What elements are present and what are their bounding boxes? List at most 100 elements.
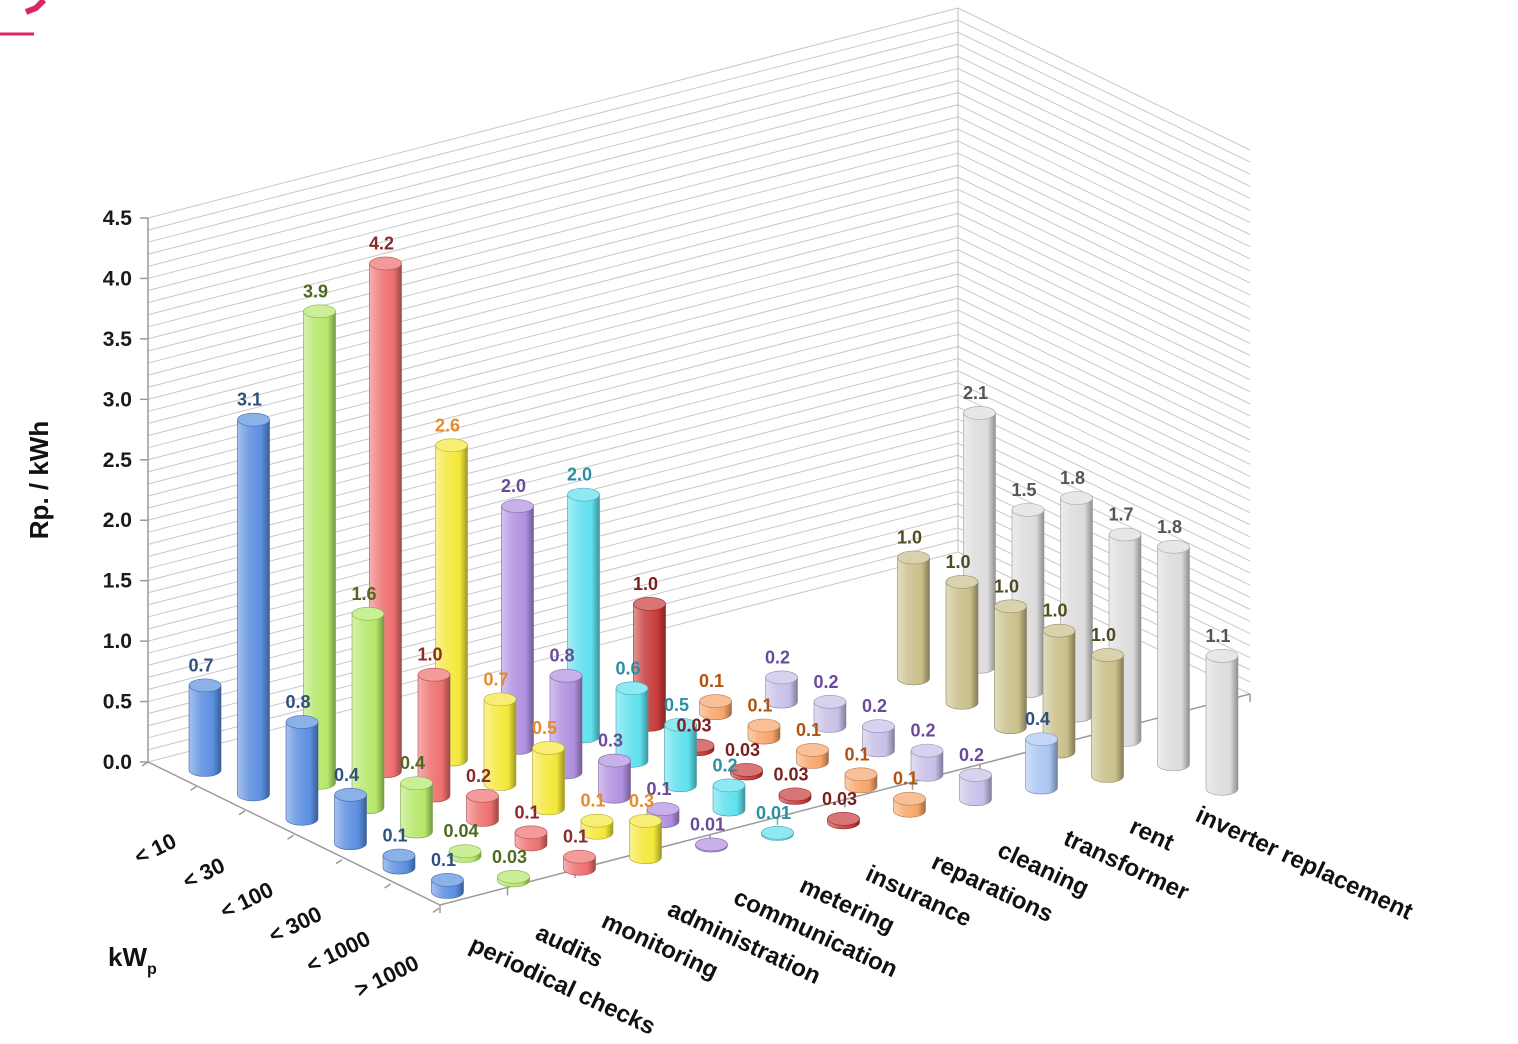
gridline [147, 418, 959, 630]
bar-reparations-3 [796, 743, 829, 769]
z-axis-title-main: kW [108, 942, 147, 972]
bar-top [567, 487, 600, 502]
gridline [957, 104, 1251, 248]
category-label: inverter replacement [1191, 801, 1416, 925]
bar-top [1091, 648, 1124, 662]
bar-top [778, 787, 812, 802]
bar-top [796, 743, 829, 757]
floor-tick [190, 785, 197, 792]
bar-audits-5 [497, 869, 530, 888]
bar-body [712, 785, 746, 817]
data-label: 0.8 [549, 646, 574, 666]
size-class-label: < 1000 [302, 926, 374, 978]
bar-body [629, 820, 662, 864]
gridline [957, 309, 1251, 453]
bar-periodical-checks-4 [382, 848, 416, 875]
gridline [147, 67, 959, 279]
y-tick-label: 0.5 [103, 691, 133, 714]
bar-body [237, 419, 270, 802]
bar-cleaning-2 [813, 695, 847, 733]
data-label: 1.0 [1042, 601, 1067, 621]
gridline [147, 454, 959, 666]
bar-top [994, 599, 1027, 614]
y-tick-label: 3.5 [103, 328, 133, 351]
bar-top [1108, 527, 1142, 542]
data-label: 0.8 [285, 692, 310, 712]
bar-top [532, 741, 565, 755]
bar-inverter-replacement-5 [1157, 539, 1190, 772]
data-label: 0.1 [844, 744, 869, 764]
bar-top [400, 776, 433, 791]
data-label: 0.4 [1025, 709, 1050, 729]
data-label: 1.6 [351, 584, 376, 604]
bar-top [563, 849, 596, 864]
data-label: 0.2 [466, 766, 491, 786]
gridline [957, 188, 1251, 332]
bar-reparations-5 [893, 791, 926, 818]
bar-top [963, 406, 996, 420]
data-label: 0.1 [646, 779, 671, 799]
gridline [957, 55, 1251, 199]
data-label: 0.7 [188, 655, 213, 675]
bar-top [862, 719, 895, 734]
bar-audits-4 [448, 844, 482, 863]
data-label: 3.1 [237, 390, 262, 410]
gridline [957, 321, 1251, 465]
gridline [147, 285, 959, 497]
gridline [957, 140, 1251, 284]
gridline [147, 466, 959, 678]
y-tick-label: 2.0 [103, 509, 132, 532]
gridline [147, 55, 959, 267]
gridline [147, 116, 959, 328]
gridline [957, 31, 1251, 175]
gridline [147, 176, 959, 388]
bar-rent-1 [897, 550, 930, 686]
bar-reparations-2 [747, 718, 781, 745]
bar-cleaning-4 [910, 743, 944, 782]
gridline [957, 491, 1251, 635]
data-label: 0.5 [664, 695, 689, 715]
gridline [147, 273, 959, 485]
gridline [957, 92, 1251, 236]
gridline [147, 430, 959, 642]
bar-monitoring-3 [466, 789, 499, 827]
bar-top [897, 550, 930, 565]
bar-top [483, 692, 517, 707]
data-label: 0.4 [334, 765, 359, 785]
floor-tick [384, 883, 391, 889]
bar-periodical-checks-0 [188, 678, 222, 777]
data-label: 0.2 [712, 755, 737, 775]
bar-top [1042, 623, 1076, 638]
bar-top [1157, 539, 1190, 554]
gridline [147, 346, 959, 557]
bar-cleaning-1 [765, 670, 798, 709]
bar-administration-2 [483, 692, 517, 791]
value-labels-layer: 2.11.51.81.71.81.11.01.01.01.01.00.40.20… [188, 233, 1230, 869]
gridline [147, 261, 959, 473]
size-class-label: > 1000 [351, 950, 423, 1002]
gridline [957, 454, 1251, 598]
floor-tick [287, 834, 294, 840]
gridline [147, 527, 959, 739]
chart-walls [147, 7, 1251, 763]
gridline [957, 237, 1251, 381]
gridline [147, 140, 959, 352]
gridline [957, 249, 1251, 393]
data-label: 0.03 [822, 789, 857, 809]
data-label: 1.0 [633, 574, 658, 594]
bar-cleaning-3 [862, 719, 895, 758]
gridline [147, 309, 959, 521]
gridline [957, 370, 1251, 514]
gridline [147, 128, 959, 340]
data-label: 0.7 [483, 669, 508, 689]
data-label: 0.3 [598, 731, 623, 751]
bar-top [417, 667, 451, 682]
bar-body [1091, 654, 1124, 783]
data-label: 0.03 [676, 716, 711, 736]
gridline [957, 551, 1251, 695]
gridline [957, 382, 1251, 526]
accent-stroke [24, 0, 47, 15]
gridline [957, 418, 1251, 562]
bar-top [664, 717, 697, 732]
